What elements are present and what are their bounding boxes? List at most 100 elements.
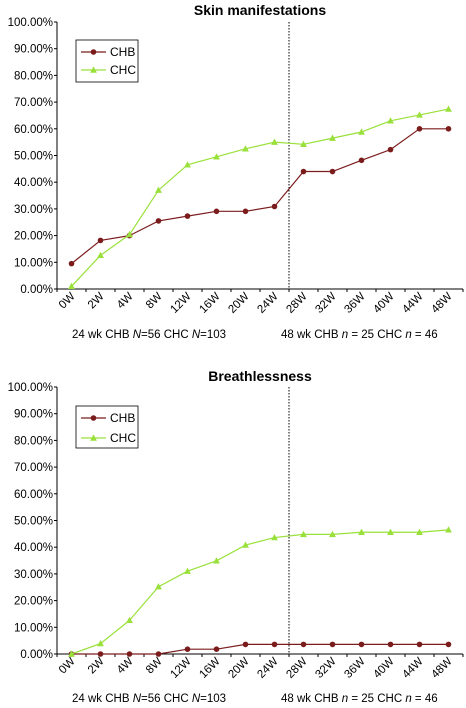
sample-note-48wk: 48 wk CHB n = 25 CHC n = 46	[281, 693, 438, 705]
y-tick-label: 90.00%	[14, 409, 53, 421]
legend-label-chc: CHC	[110, 63, 136, 77]
sample-note-24wk: 24 wk CHB N=56 CHC N=103	[72, 693, 226, 705]
data-point-chc	[184, 567, 191, 574]
y-tick-label: 60.00%	[14, 124, 53, 136]
panel-breathlessness: Breathlessness 0.00% 10.00% 20.00% 30.00% 40…	[8, 368, 464, 705]
data-point-chb	[416, 641, 423, 648]
x-tick-label: 12W	[168, 291, 193, 316]
data-point-chc	[242, 145, 249, 152]
data-point-chb	[184, 646, 191, 652]
data-point-chc	[271, 138, 278, 145]
x-tick-label: 8W	[144, 291, 165, 312]
data-point-chb	[242, 641, 249, 648]
series-group	[68, 105, 452, 290]
data-point-chb	[329, 168, 336, 175]
x-tick-label: 16W	[197, 291, 222, 316]
y-tick-labels: 0.00% 10.00% 20.00% 30.00% 40.00% 50.00% 60.00…	[8, 382, 57, 661]
legend: CHB CHC	[75, 39, 139, 83]
data-point-chc	[242, 541, 249, 548]
y-tick-label: 60.00%	[14, 489, 53, 501]
legend-label-chc: CHC	[110, 431, 136, 445]
y-tick-label: 80.00%	[14, 70, 53, 82]
x-tick-label: 40W	[371, 656, 396, 681]
data-point-chb	[97, 237, 104, 244]
x-tick-label: 40W	[371, 291, 396, 316]
y-tick-label: 50.00%	[14, 151, 53, 163]
x-tick-label: 24W	[255, 291, 280, 316]
y-tick-label: 90.00%	[14, 44, 53, 56]
x-tick-label: 2W	[86, 656, 107, 677]
data-point-chc	[126, 230, 133, 238]
legend-marker-chc	[90, 434, 97, 441]
data-point-chb	[329, 641, 336, 648]
x-tick-label: 20W	[226, 656, 251, 681]
data-point-chc	[358, 528, 365, 535]
data-point-chc	[155, 583, 162, 590]
data-point-chb	[155, 651, 162, 657]
legend-box	[75, 39, 139, 83]
data-point-chc	[271, 533, 278, 541]
x-tick-label: 24W	[255, 656, 280, 681]
data-point-chc	[358, 128, 365, 135]
x-tick-label: 8W	[144, 656, 165, 677]
x-tick-label: 44W	[400, 291, 425, 316]
y-tick-labels: 0.00% 10.00% 20.00% 30.00% 40.00% 50.00% 60.00…	[8, 17, 57, 296]
y-tick-label: 30.00%	[14, 204, 53, 216]
data-point-chb	[358, 157, 365, 164]
y-tick-label: 100.00%	[8, 17, 53, 29]
data-point-chb	[416, 126, 423, 132]
y-tick-label: 70.00%	[14, 462, 53, 474]
data-point-chc	[329, 134, 336, 141]
y-tick-label: 50.00%	[14, 516, 53, 528]
y-tick-label: 40.00%	[14, 177, 53, 189]
data-point-chc	[97, 251, 104, 259]
sample-note-24wk: 24 wk CHB N=56 CHC N=103	[72, 329, 226, 341]
x-tick-label: 12W	[168, 656, 193, 681]
data-point-chb	[271, 641, 278, 648]
data-point-chb	[300, 641, 307, 648]
data-point-chb	[68, 260, 75, 267]
x-tick-label: 36W	[342, 656, 367, 681]
data-point-chc	[184, 161, 191, 168]
series-group	[68, 526, 452, 657]
y-tick-label: 80.00%	[14, 435, 53, 447]
x-tick-label: 36W	[342, 291, 367, 316]
data-point-chb	[300, 168, 307, 175]
x-tick-label: 4W	[115, 291, 136, 312]
data-point-chc	[155, 186, 162, 193]
y-tick-label: 0.00%	[20, 284, 53, 296]
legend-marker-chc	[90, 66, 97, 73]
data-point-chc	[68, 650, 75, 657]
data-point-chb	[387, 641, 394, 648]
y-tick-label: 40.00%	[14, 542, 53, 554]
legend-marker-chb	[90, 415, 97, 421]
data-point-chc	[213, 153, 220, 160]
x-tick-labels: 0W 2W 4W 8W 12W 16W 20W 24W 28W 32W 36W 40W 44W 48W	[56, 654, 464, 681]
series-line-chc	[71, 108, 449, 287]
data-point-chb	[213, 646, 220, 652]
legend: CHB CHC	[75, 405, 139, 449]
chart-title: Breathlessness	[208, 368, 312, 384]
data-point-chb	[155, 218, 162, 224]
data-point-chc	[300, 140, 307, 147]
data-point-chc	[416, 111, 423, 118]
data-point-chc	[445, 526, 452, 533]
data-point-chb	[387, 146, 394, 153]
y-tick-label: 10.00%	[14, 622, 53, 634]
x-tick-label: 48W	[429, 656, 454, 681]
panel-skin-manifestations: Skin manifestations 0.00% 10.00% 20.00% 30.…	[8, 2, 464, 341]
x-tick-label: 44W	[400, 656, 425, 681]
y-tick-label: 30.00%	[14, 569, 53, 581]
data-point-chc	[329, 530, 336, 538]
data-point-chb	[271, 203, 278, 210]
data-point-chc	[387, 117, 394, 124]
legend-marker-chb	[90, 49, 97, 55]
y-tick-label: 10.00%	[14, 257, 53, 269]
data-point-chb	[358, 641, 365, 648]
x-tick-label: 0W	[57, 656, 78, 677]
y-tick-label: 0.00%	[20, 649, 53, 661]
y-tick-label: 100.00%	[8, 382, 53, 394]
sample-note-48wk: 48 wk CHB n = 25 CHC n = 46	[281, 329, 438, 341]
x-tick-label: 48W	[429, 291, 454, 316]
